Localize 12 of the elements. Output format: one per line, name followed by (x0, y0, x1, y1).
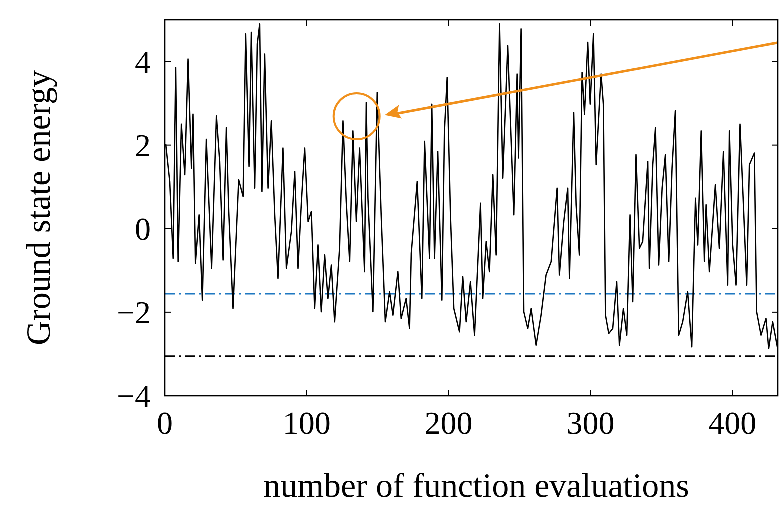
x-axis-title: number of function evaluations (264, 468, 690, 505)
y-tick-label: 4 (135, 44, 151, 80)
y-tick-label: −4 (116, 378, 151, 414)
y-tick-label: 2 (135, 127, 151, 164)
x-tick-label: 200 (424, 405, 473, 441)
x-tick-label: 0 (157, 405, 173, 441)
y-tick-label: −2 (116, 294, 151, 330)
x-tick-label: 100 (282, 405, 331, 441)
x-tick-label: 400 (708, 405, 757, 441)
x-tick-label: 300 (566, 405, 615, 441)
y-axis-title: Ground state energy (21, 70, 58, 346)
y-tick-label: 0 (135, 210, 151, 247)
